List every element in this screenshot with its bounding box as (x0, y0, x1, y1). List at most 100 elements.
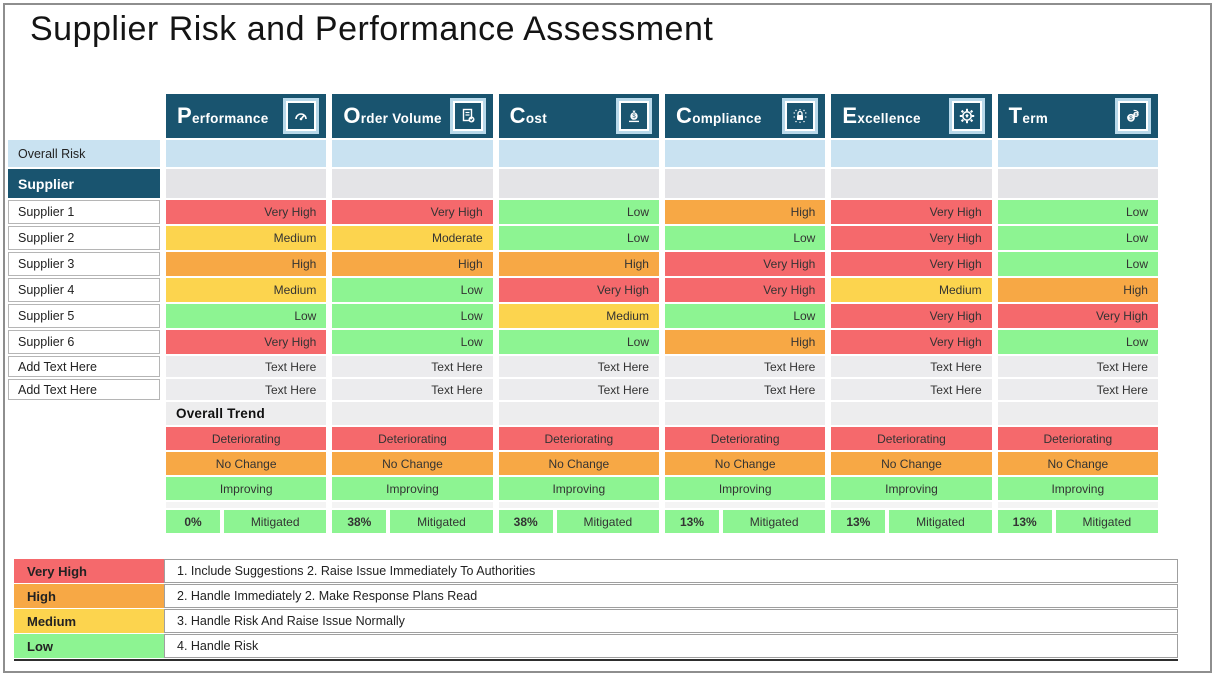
legend-description: 1. Include Suggestions 2. Raise Issue Im… (164, 559, 1178, 583)
svg-text:$: $ (1135, 112, 1138, 118)
placeholder-text-cell: Text Here (166, 356, 327, 377)
legend-description: 4. Handle Risk (164, 634, 1178, 658)
mitigated-label: Mitigated (556, 510, 659, 533)
placeholder-text-cell: Text Here (664, 379, 826, 400)
coins-icon: $ $ (1114, 98, 1151, 134)
legend-swatch-medium: Medium (14, 609, 164, 633)
risk-value-cell: Low (498, 330, 659, 354)
add-text-row-label: Add Text Here (8, 356, 160, 377)
risk-value-cell: Medium (831, 278, 992, 302)
mitigated-cell-group: 0% Mitigated (166, 510, 327, 533)
mitigated-percent: 13% (664, 510, 719, 533)
trend-cell-improving: Improving (166, 477, 327, 500)
money-bag-icon: $ (615, 98, 652, 134)
overall-trend-header-cell (997, 402, 1158, 425)
risk-value-cell: Low (332, 304, 493, 328)
mitigated-cell-group: 13% Mitigated (664, 510, 826, 533)
supplier-header-cell (498, 169, 659, 198)
overall-risk-cell (831, 140, 992, 167)
supplier-row-label: Supplier 6 (8, 330, 160, 354)
overall-risk-cell (664, 140, 826, 167)
risk-value-cell: Very High (831, 252, 992, 276)
spacer-cell (498, 502, 659, 508)
placeholder-text-cell: Text Here (332, 379, 493, 400)
risk-value-cell: Low (997, 330, 1158, 354)
spacer-cell (831, 502, 992, 508)
gauge-icon (283, 98, 320, 134)
risk-value-cell: Medium (166, 226, 327, 250)
trend-cell-deteriorating: Deteriorating (498, 427, 659, 450)
legend-description: 3. Handle Risk And Raise Issue Normally (164, 609, 1178, 633)
column-header-label: Excellence (842, 103, 921, 128)
spacer-cell (332, 502, 493, 508)
overall-trend-header-cell (664, 402, 826, 425)
column-header-label: Compliance (675, 103, 762, 128)
placeholder-text-cell: Text Here (498, 356, 659, 377)
trend-cell-deteriorating: Deteriorating (664, 427, 826, 450)
risk-value-cell: Low (498, 226, 659, 250)
mitigated-percent: 38% (332, 510, 387, 533)
overall-risk-cell (166, 140, 327, 167)
trend-cell-improving: Improving (831, 477, 992, 500)
placeholder-text-cell: Text Here (166, 379, 327, 400)
risk-value-cell: Very High (166, 330, 327, 354)
column-header-label: Performance (177, 103, 269, 128)
risk-value-cell: Very High (166, 200, 327, 224)
trend-cell-improving: Improving (664, 477, 826, 500)
risk-value-cell: High (498, 252, 659, 276)
risk-value-cell: Moderate (332, 226, 493, 250)
spacer-cell (664, 502, 826, 508)
mitigated-cell-group: 13% Mitigated (831, 510, 992, 533)
mitigated-cell-group: 38% Mitigated (332, 510, 493, 533)
legend-swatch-very_high: Very High (14, 559, 164, 583)
column-header-order-volume: Order Volume (332, 94, 493, 138)
supplier-header-cell (166, 169, 327, 198)
mitigated-percent: 13% (997, 510, 1052, 533)
trend-cell-no-change: No Change (498, 452, 659, 475)
risk-value-cell: Medium (498, 304, 659, 328)
column-header-label: Order Volume (343, 103, 442, 128)
risk-value-cell: Very High (831, 226, 992, 250)
supplier-row-label: Supplier 2 (8, 226, 160, 250)
trend-cell-no-change: No Change (664, 452, 826, 475)
supplier-header-cell (664, 169, 826, 198)
legend-swatch-high: High (14, 584, 164, 608)
risk-value-cell: Very High (831, 200, 992, 224)
placeholder-text-cell: Text Here (831, 379, 992, 400)
mitigated-label: Mitigated (889, 510, 992, 533)
risk-value-cell: High (997, 278, 1158, 302)
risk-value-cell: Medium (166, 278, 327, 302)
svg-text:$: $ (1129, 115, 1133, 122)
document-check-icon (449, 98, 486, 134)
overall-trend-header-cell (498, 402, 659, 425)
overall-risk-cell (498, 140, 659, 167)
column-header-term: Term $ $ (997, 94, 1158, 138)
page-title: Supplier Risk and Performance Assessment (30, 10, 714, 48)
risk-value-cell: Very High (664, 278, 826, 302)
add-text-row-label: Add Text Here (8, 379, 160, 400)
overall-trend-header-cell (332, 402, 493, 425)
legend-description: 2. Handle Immediately 2. Make Response P… (164, 584, 1178, 608)
risk-value-cell: Low (498, 200, 659, 224)
trend-cell-improving: Improving (332, 477, 493, 500)
mitigated-percent: 0% (166, 510, 220, 533)
overall-risk-cell (997, 140, 1158, 167)
risk-value-cell: Low (332, 330, 493, 354)
supplier-row-label: Supplier 4 (8, 278, 160, 302)
supplier-header-cell (997, 169, 1158, 198)
mitigated-label: Mitigated (722, 510, 826, 533)
overall-risk-cell (332, 140, 493, 167)
risk-value-cell: Very High (664, 252, 826, 276)
supplier-row-label: Supplier 5 (8, 304, 160, 328)
trend-cell-no-change: No Change (332, 452, 493, 475)
supplier-header-cell (332, 169, 493, 198)
overall-risk-row-label: Overall Risk (8, 140, 160, 167)
mitigated-label: Mitigated (390, 510, 493, 533)
risk-value-cell: High (664, 200, 826, 224)
placeholder-text-cell: Text Here (664, 356, 826, 377)
risk-value-cell: High (332, 252, 493, 276)
supplier-header-cell (831, 169, 992, 198)
supplier-header-label: Supplier (8, 169, 160, 198)
assessment-matrix: Performance Order Volume Cost $ Compliance Ex… (8, 94, 1158, 533)
spacer-cell (166, 502, 327, 508)
